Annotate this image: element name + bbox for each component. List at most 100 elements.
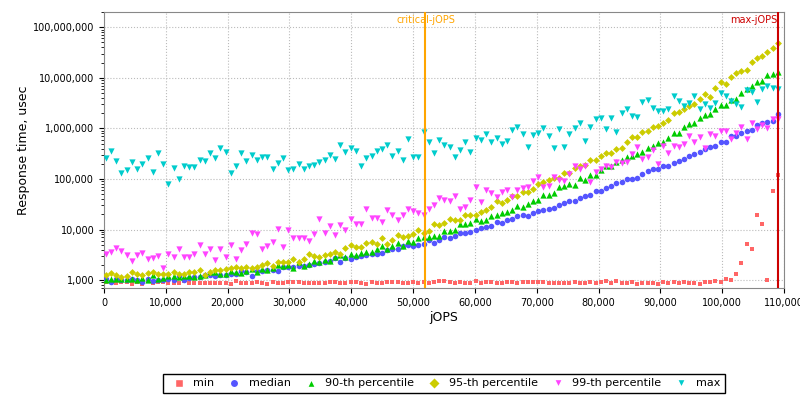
- Text: critical-jOPS: critical-jOPS: [396, 15, 455, 25]
- Point: [334, 142, 346, 148]
- Point: [188, 251, 201, 258]
- Point: [271, 262, 284, 269]
- Point: [594, 167, 607, 174]
- Point: [428, 221, 441, 228]
- Point: [735, 90, 748, 96]
- Point: [323, 279, 336, 285]
- Point: [115, 277, 128, 283]
- Point: [449, 154, 462, 160]
- Point: [198, 272, 211, 278]
- Point: [151, 275, 164, 282]
- Point: [761, 125, 774, 131]
- Point: [694, 280, 706, 287]
- Point: [704, 130, 717, 137]
- Point: [678, 278, 690, 285]
- Point: [287, 166, 300, 172]
- Point: [526, 279, 539, 285]
- Point: [157, 278, 170, 285]
- Point: [474, 136, 487, 143]
- Point: [375, 146, 388, 152]
- Point: [282, 259, 294, 265]
- Point: [630, 113, 643, 120]
- Point: [120, 279, 133, 285]
- Point: [370, 246, 383, 252]
- Point: [182, 273, 195, 280]
- Point: [578, 163, 591, 169]
- Point: [282, 166, 294, 173]
- Point: [563, 170, 576, 176]
- Point: [547, 280, 560, 286]
- Point: [178, 270, 190, 277]
- Point: [501, 217, 514, 223]
- Point: [641, 97, 654, 103]
- Point: [542, 182, 555, 189]
- Point: [630, 280, 643, 287]
- Point: [370, 251, 383, 257]
- Point: [162, 251, 174, 257]
- Point: [406, 243, 419, 250]
- Point: [558, 280, 570, 286]
- Point: [126, 276, 138, 282]
- Point: [771, 68, 784, 75]
- Point: [615, 157, 628, 163]
- Point: [474, 280, 487, 286]
- Point: [391, 232, 404, 238]
- Point: [266, 279, 279, 286]
- Point: [652, 280, 665, 287]
- Point: [418, 241, 430, 247]
- Point: [589, 172, 602, 179]
- Point: [704, 111, 717, 117]
- Point: [250, 231, 263, 238]
- Point: [474, 225, 487, 231]
- Point: [428, 150, 441, 156]
- Point: [277, 280, 290, 286]
- Point: [511, 192, 524, 199]
- Point: [354, 280, 367, 286]
- Point: [271, 160, 284, 166]
- Point: [725, 133, 738, 140]
- Point: [443, 234, 456, 241]
- Point: [688, 151, 701, 157]
- Point: [406, 239, 419, 245]
- Point: [130, 271, 143, 277]
- Point: [250, 264, 263, 270]
- Point: [433, 236, 446, 243]
- Point: [694, 134, 706, 140]
- Point: [766, 71, 779, 77]
- Point: [375, 280, 388, 286]
- Point: [209, 267, 222, 273]
- Point: [256, 266, 269, 272]
- Point: [370, 148, 383, 154]
- Point: [719, 128, 732, 134]
- Point: [188, 273, 201, 280]
- Point: [235, 246, 248, 253]
- Point: [302, 261, 315, 268]
- Point: [454, 279, 466, 285]
- Point: [589, 188, 602, 194]
- Point: [532, 173, 545, 180]
- Point: [162, 271, 174, 278]
- Point: [761, 49, 774, 56]
- Point: [386, 243, 398, 249]
- Point: [547, 190, 560, 196]
- Point: [302, 251, 315, 258]
- Point: [449, 193, 462, 200]
- Point: [422, 206, 435, 212]
- Point: [292, 259, 305, 265]
- Point: [532, 207, 545, 214]
- Point: [683, 280, 696, 286]
- Point: [605, 164, 618, 170]
- Point: [694, 114, 706, 121]
- Point: [250, 269, 263, 275]
- Point: [386, 279, 398, 285]
- Point: [313, 280, 326, 286]
- Point: [615, 280, 628, 286]
- Point: [719, 102, 732, 108]
- Point: [480, 131, 493, 137]
- Point: [438, 197, 451, 204]
- Point: [558, 182, 570, 189]
- Point: [516, 131, 529, 137]
- Point: [495, 279, 508, 286]
- Point: [130, 276, 143, 283]
- Point: [99, 279, 112, 286]
